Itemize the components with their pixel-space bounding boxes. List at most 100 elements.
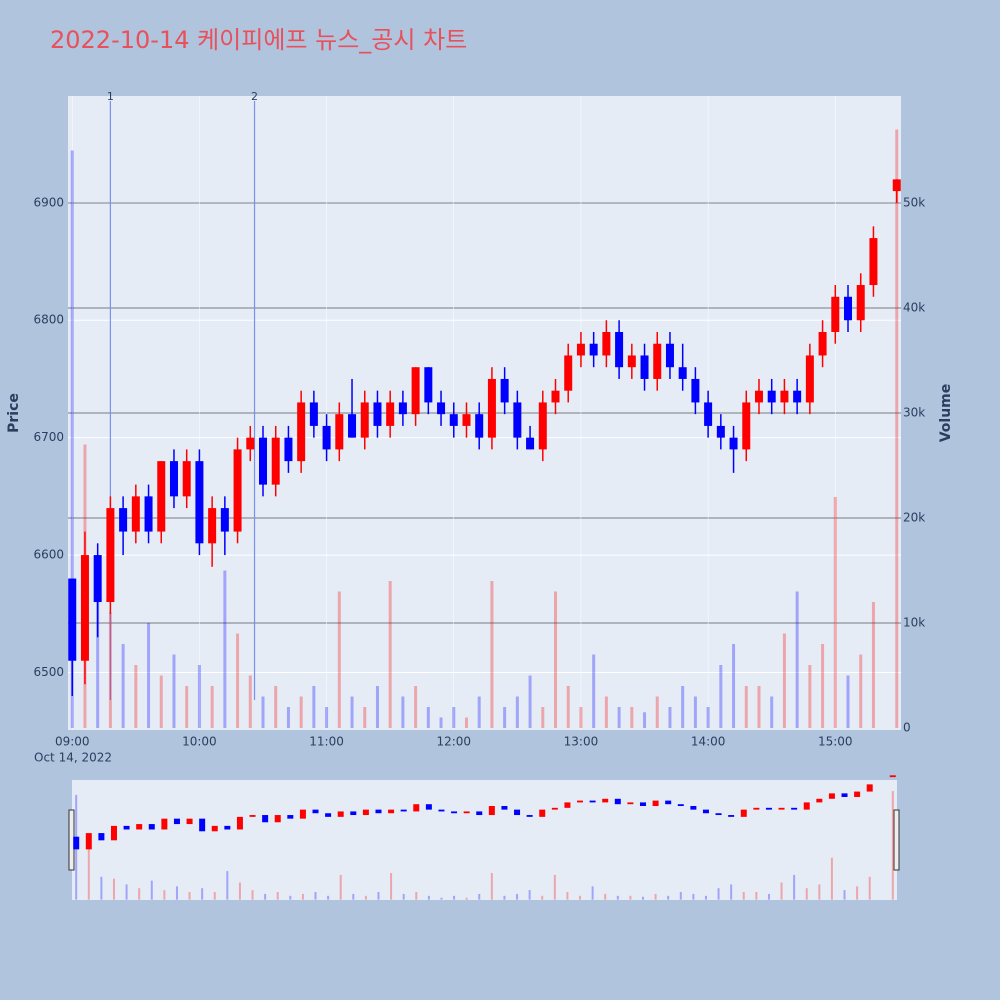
mini-candle-body xyxy=(451,811,458,814)
volume-bar xyxy=(172,654,176,729)
candle-body xyxy=(437,402,446,415)
mini-candle-body xyxy=(413,804,420,812)
mini-volume-bar xyxy=(553,874,556,900)
candle-body xyxy=(793,390,802,403)
candle-body xyxy=(615,331,624,368)
mini-candle-body xyxy=(715,813,722,816)
mini-volume-bar xyxy=(125,884,128,900)
mini-candle-body xyxy=(488,806,495,816)
mini-volume-bar xyxy=(755,892,758,900)
mini-candle-body xyxy=(350,811,357,816)
mini-candle-body xyxy=(375,809,382,814)
candle-body xyxy=(348,414,357,438)
mini-candle-body xyxy=(677,804,684,807)
mini-volume-bar xyxy=(87,848,90,900)
volume-bar xyxy=(592,654,596,729)
mini-candle-body xyxy=(211,825,218,832)
mini-volume-bar xyxy=(188,892,191,900)
candle-body xyxy=(398,402,407,415)
mini-candle-body xyxy=(199,818,206,832)
mini-candle-body xyxy=(816,798,823,803)
candle-body xyxy=(220,508,229,532)
mini-volume-bar xyxy=(314,892,317,900)
candle-body xyxy=(551,390,560,403)
candle-body xyxy=(80,555,89,661)
mini-candle-body xyxy=(287,815,294,819)
mini-volume-bar xyxy=(251,890,254,900)
mini-candle-body xyxy=(98,833,105,841)
candle-body xyxy=(386,402,395,426)
volume-bar xyxy=(210,686,214,729)
mini-volume-bar xyxy=(566,892,569,900)
range-handle-right[interactable] xyxy=(893,809,900,871)
candle-body xyxy=(297,402,306,462)
mini-volume-bar xyxy=(213,892,216,900)
volume-bar xyxy=(846,675,850,729)
mini-candle-body xyxy=(577,800,584,803)
candle-body xyxy=(169,461,178,497)
candle-body xyxy=(602,331,611,356)
volume-bar xyxy=(185,686,189,729)
mini-candle-body xyxy=(702,809,709,814)
x-tick-label: 10:00 xyxy=(182,735,217,749)
candle-body xyxy=(704,402,713,426)
mini-volume-bar xyxy=(830,857,833,900)
mini-candle-body xyxy=(778,807,785,810)
candle-body xyxy=(678,367,687,379)
volume-bar xyxy=(337,591,341,729)
mini-volume-bar xyxy=(780,882,783,900)
candle-body xyxy=(538,402,547,450)
volume-bar xyxy=(655,696,659,729)
candle-body xyxy=(322,425,331,450)
mini-volume-bar xyxy=(843,890,846,900)
volume-bar xyxy=(375,686,379,729)
mini-candle-body xyxy=(889,775,896,778)
volume-bar xyxy=(388,581,392,729)
mini-volume-bar xyxy=(402,893,405,900)
mini-candle-body xyxy=(627,802,634,805)
mini-volume-bar xyxy=(579,895,582,900)
mini-volume-bar xyxy=(490,872,493,900)
candle-body xyxy=(424,367,433,403)
mini-candle-body xyxy=(803,802,810,810)
mini-candle-body xyxy=(526,815,533,817)
mini-volume-bar xyxy=(390,872,393,900)
candle-body xyxy=(513,402,522,438)
mini-volume-bar xyxy=(629,895,632,900)
mini-candle-body xyxy=(400,809,407,812)
candle-body xyxy=(284,437,293,462)
candle-body xyxy=(856,285,865,321)
mini-candle-body xyxy=(236,816,243,830)
range-slider[interactable] xyxy=(72,780,897,900)
mini-candle-body xyxy=(765,807,772,810)
mini-candle-body xyxy=(791,807,798,810)
candle-body xyxy=(754,390,763,403)
mini-volume-bar xyxy=(818,884,821,900)
mini-candle-body xyxy=(639,802,646,807)
volume-bar xyxy=(871,602,875,729)
mini-volume-bar xyxy=(415,892,418,900)
candle-body xyxy=(462,414,471,426)
candle-body xyxy=(475,414,484,438)
mini-volume-bar xyxy=(327,895,330,900)
candle-body xyxy=(892,179,901,192)
mini-volume-bar xyxy=(377,892,380,900)
candle-body xyxy=(818,331,827,356)
mini-candle-body xyxy=(274,815,281,823)
mini-candle-body xyxy=(690,806,697,810)
mini-candle-body xyxy=(841,793,848,797)
x-sublabel: Oct 14, 2022 xyxy=(34,751,112,765)
mini-volume-bar xyxy=(742,892,745,900)
candle-body xyxy=(576,343,585,356)
mini-volume-bar xyxy=(692,893,695,900)
mini-volume-bar xyxy=(767,893,770,900)
candle-body xyxy=(716,425,725,438)
mini-volume-bar xyxy=(226,871,229,900)
mini-candle-body xyxy=(551,807,558,810)
volume-bar xyxy=(579,707,583,729)
mini-candle-body xyxy=(740,809,747,817)
mini-volume-bar xyxy=(730,884,733,900)
volume-bar xyxy=(895,129,899,729)
candle-body xyxy=(246,437,255,450)
mini-volume-bar xyxy=(453,895,456,900)
